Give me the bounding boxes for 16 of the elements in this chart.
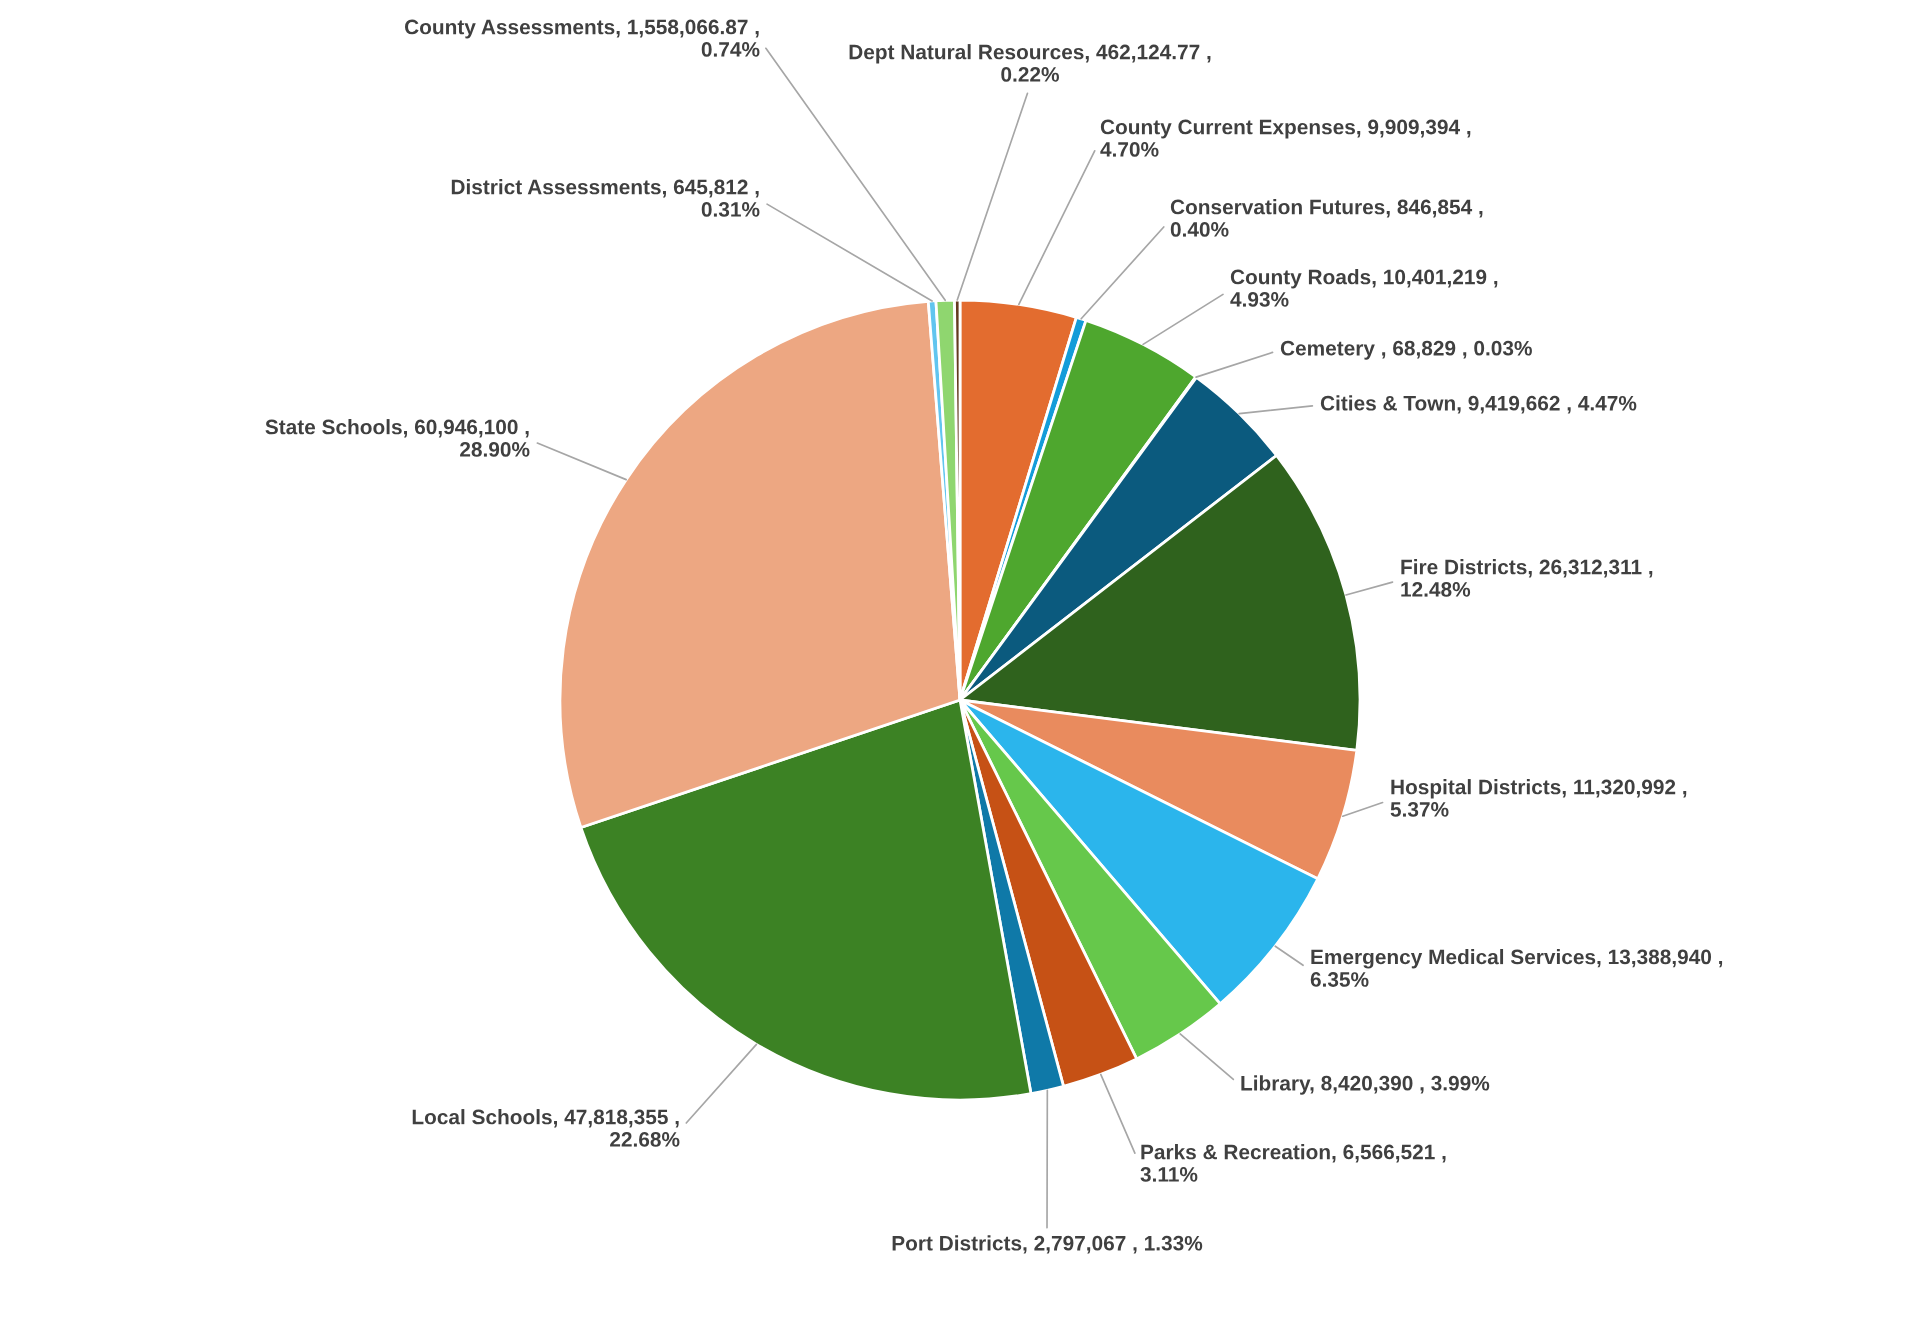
- slice-label: Local Schools, 47,818,355 , 22.68%: [412, 1109, 680, 1147]
- slice-label: Library, 8,420,390 , 3.99%: [1241, 1075, 1490, 1095]
- slice-label: Port Districts, 2,797,067 , 1.33%: [892, 1235, 1203, 1254]
- slice-label: Hospital Districts, 11,320,992 , 5.37%: [1390, 779, 1687, 817]
- slice-label: Cemetery , 68,829 , 0.03%: [1280, 340, 1532, 360]
- slice-label: District Assessments, 645,812 , 0.31%: [451, 179, 760, 217]
- slice-label: Cities & Town, 9,419,662 , 4.47%: [1320, 395, 1637, 414]
- slice-label: County Assessments, 1,558,066.87 , 0.74%: [405, 19, 760, 57]
- slice-label: Emergency Medical Services, 13,388,940 , 6.35%: [1310, 949, 1723, 987]
- slice-label: Fire Districts, 26,312,311 , 12.48%: [1401, 559, 1653, 597]
- slice-label: County Current Expenses, 9,909,394 , 4.70%: [1100, 119, 1471, 157]
- slice-label: County Roads, 10,401,219 , 4.93%: [1230, 269, 1498, 307]
- slice-label: Conservation Futures, 846,854 , 0.40%: [1170, 199, 1483, 237]
- slice-label: Dept Natural Resources, 462,124.77 , 0.22%: [849, 44, 1211, 82]
- slice-label: State Schools, 60,946,100 , 28.90%: [265, 419, 530, 457]
- slice-label: Parks & Recreation, 6,566,521 , 3.11%: [1140, 1144, 1446, 1182]
